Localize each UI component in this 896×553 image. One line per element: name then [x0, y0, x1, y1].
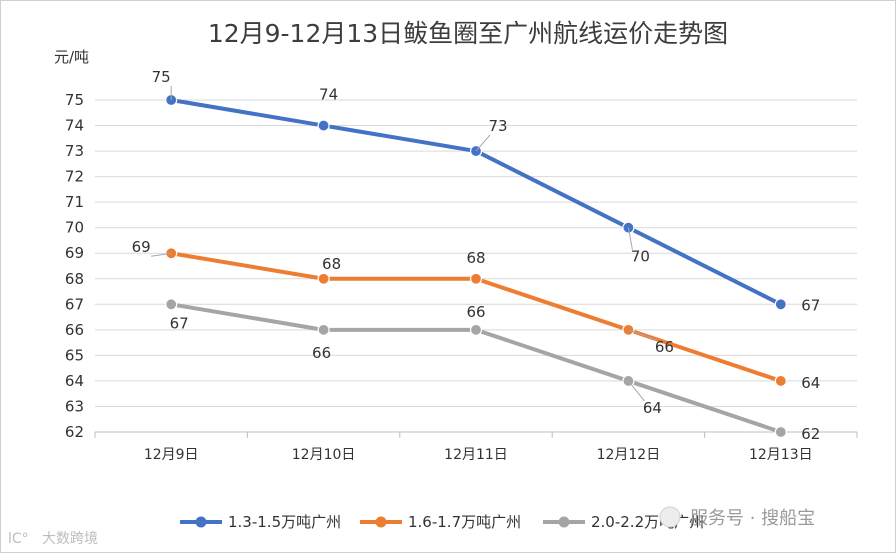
data-label: 75 — [152, 68, 171, 86]
data-label: 66 — [466, 303, 485, 321]
y-tick-label: 65 — [65, 346, 84, 364]
x-tick-label: 12月12日 — [597, 447, 661, 463]
x-tick-label: 12月11日 — [444, 447, 508, 463]
data-label: 62 — [801, 425, 820, 443]
y-tick-label: 73 — [65, 142, 84, 160]
y-tick-label: 75 — [65, 91, 84, 109]
y-tick-label: 70 — [65, 219, 84, 237]
chart-title: 12月9-12月13日鲅鱼圈至广州航线运价走势图 — [208, 19, 728, 48]
data-labels: 75 74 73 70 67 69 68 68 66 64 67 66 66 64 62 — [132, 68, 821, 443]
data-label: 70 — [631, 248, 650, 266]
data-point — [317, 323, 330, 336]
legend: 1.3-1.5万吨广州 1.6-1.7万吨广州 2.0-2.2万吨广州 — [180, 513, 704, 531]
legend-swatch-marker — [195, 516, 207, 528]
y-tick-label: 63 — [65, 397, 84, 415]
series-line — [169, 302, 783, 434]
label-leader-line — [151, 252, 172, 257]
data-label: 67 — [801, 296, 820, 314]
y-tick-label: 74 — [65, 117, 84, 135]
data-point — [469, 323, 483, 336]
x-axis: 12月9日 12月10日 12月11日 12月12日 12月13日 — [94, 431, 858, 463]
data-point — [317, 272, 330, 285]
series-lines — [165, 93, 787, 439]
data-label: 67 — [170, 314, 189, 332]
x-tick-label: 12月13日 — [749, 447, 813, 463]
label-leader-line — [628, 329, 657, 341]
data-point — [774, 298, 787, 311]
legend-swatch-marker — [558, 516, 570, 528]
label-leader-line — [627, 227, 633, 250]
legend-label: 1.6-1.7万吨广州 — [408, 513, 521, 531]
watermark-logo-glyph: lC° — [8, 531, 29, 547]
data-label: 66 — [312, 344, 331, 362]
y-tick-label: 67 — [65, 295, 84, 313]
data-label: 64 — [801, 374, 820, 392]
watermark-left: lC° 大数跨境 — [8, 531, 98, 547]
data-point — [469, 272, 483, 285]
data-label: 69 — [132, 238, 151, 256]
data-label: 68 — [322, 255, 341, 273]
data-label: 66 — [655, 338, 674, 356]
y-tick-label: 64 — [65, 372, 84, 390]
y-tick-label: 62 — [65, 423, 84, 441]
data-point — [774, 425, 787, 439]
watermark-right: 服务号 · 搜船宝 — [659, 506, 815, 529]
wechat-icon — [659, 506, 681, 528]
data-label: 68 — [466, 249, 485, 267]
y-tick-label: 72 — [65, 168, 84, 186]
x-tick-label: 12月10日 — [292, 447, 356, 463]
legend-label: 1.3-1.5万吨广州 — [228, 513, 341, 531]
data-label: 64 — [643, 399, 662, 417]
y-tick-label: 69 — [65, 244, 84, 262]
legend-label: 2.0-2.2万吨广州 — [591, 513, 704, 531]
y-axis-ticks: 62 63 64 65 66 67 68 69 70 71 72 73 74 75 — [65, 91, 84, 441]
label-leader-line — [628, 380, 645, 402]
label-leader-line — [475, 134, 491, 152]
data-point — [165, 298, 178, 311]
data-label: 73 — [488, 117, 507, 135]
y-axis-unit-label: 元/吨 — [54, 48, 89, 66]
data-point — [317, 119, 330, 132]
data-label: 74 — [319, 86, 338, 104]
data-point — [774, 374, 787, 388]
y-tick-label: 71 — [65, 193, 84, 211]
x-tick-label: 12月9日 — [144, 447, 199, 463]
y-tick-label: 68 — [65, 270, 84, 288]
watermark-left-text: 大数跨境 — [42, 531, 98, 547]
y-tick-label: 66 — [65, 321, 84, 339]
legend-swatch-marker — [375, 516, 387, 528]
watermark-right-text: 服务号 · 搜船宝 — [690, 508, 815, 529]
